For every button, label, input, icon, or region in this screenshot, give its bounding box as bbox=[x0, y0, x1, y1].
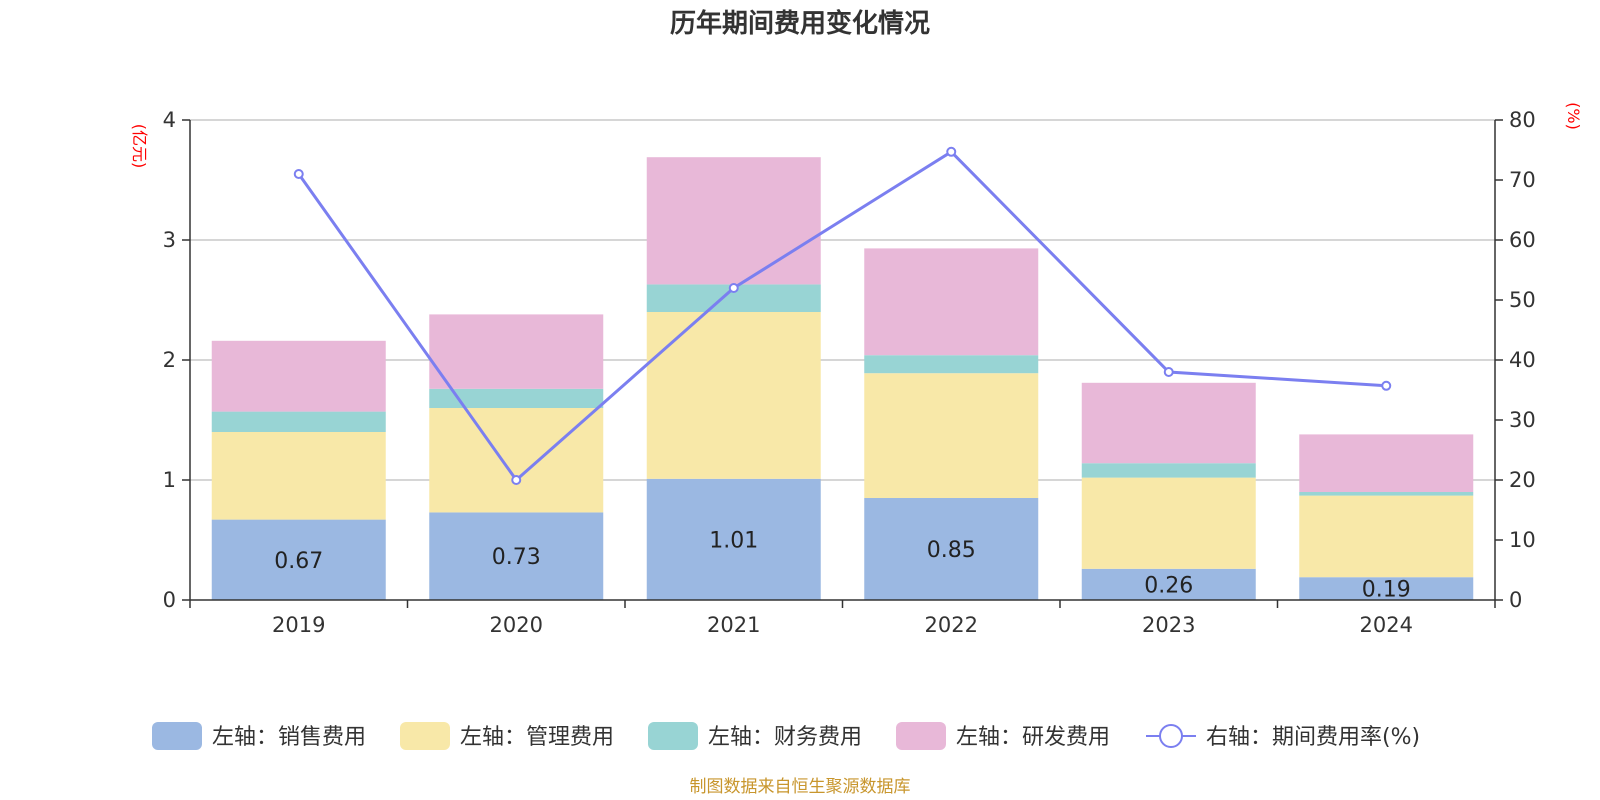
legend-label: 右轴：期间费用率(%) bbox=[1206, 725, 1420, 750]
bar-segment bbox=[1081, 382, 1256, 464]
left-tick-label: 2 bbox=[163, 348, 176, 372]
left-tick-label: 4 bbox=[163, 108, 176, 132]
bar-segment bbox=[211, 432, 386, 520]
bar-segment bbox=[864, 248, 1039, 356]
bar-segment bbox=[1299, 495, 1474, 578]
rate-point bbox=[293, 169, 304, 179]
data-label: 1.01 bbox=[709, 528, 758, 553]
rate-point bbox=[728, 283, 739, 293]
bar-segment bbox=[1299, 434, 1474, 492]
bar-segment bbox=[1081, 568, 1256, 600]
bar-segment bbox=[429, 512, 604, 600]
bar-segment bbox=[1299, 577, 1474, 600]
legend: 左轴：销售费用 左轴：管理费用 左轴：财务费用 左轴：研发费用 右轴：期间费用率(%) bbox=[152, 722, 1420, 750]
data-label: 0.26 bbox=[1144, 573, 1193, 598]
x-tick-label: 2024 bbox=[1360, 613, 1413, 637]
right-tick-label: 30 bbox=[1509, 408, 1536, 432]
legend-marker bbox=[1159, 724, 1183, 748]
bar-segment bbox=[429, 388, 604, 408]
data-label: 0.67 bbox=[274, 549, 323, 574]
left-tick-label: 0 bbox=[163, 588, 176, 612]
bar-segment bbox=[1299, 492, 1474, 496]
legend-label: 左轴：财务费用 bbox=[708, 725, 862, 750]
bar-segment bbox=[864, 498, 1039, 600]
right-axis-unit: (%) bbox=[1564, 102, 1583, 130]
legend-label: 左轴：管理费用 bbox=[460, 725, 614, 750]
x-tick-label: 2020 bbox=[490, 613, 543, 637]
x-tick-label: 2022 bbox=[925, 613, 978, 637]
right-tick-label: 70 bbox=[1509, 168, 1536, 192]
bar-segment bbox=[1081, 477, 1256, 569]
bar-segment bbox=[864, 355, 1039, 374]
rate-line-path bbox=[297, 149, 1387, 483]
x-tick-label: 2019 bbox=[272, 613, 325, 637]
right-tick-label: 80 bbox=[1509, 108, 1536, 132]
bars bbox=[211, 157, 1474, 600]
legend-swatch bbox=[152, 722, 202, 750]
bar-segment bbox=[211, 340, 386, 412]
rate-point bbox=[946, 146, 957, 157]
left-axis-unit: (亿元) bbox=[130, 124, 149, 169]
data-label: 0.73 bbox=[492, 545, 541, 570]
right-tick-label: 60 bbox=[1509, 228, 1536, 252]
data-label: 0.85 bbox=[927, 538, 976, 563]
bar-segment bbox=[429, 408, 604, 513]
left-tick-label: 1 bbox=[163, 468, 176, 492]
legend-swatch bbox=[400, 722, 450, 750]
bar-segment bbox=[864, 373, 1039, 498]
legend-swatch bbox=[896, 722, 946, 750]
x-tick-label: 2021 bbox=[707, 613, 760, 637]
bar-segment bbox=[646, 478, 821, 600]
right-tick-label: 50 bbox=[1509, 288, 1536, 312]
bar-segment bbox=[1081, 463, 1256, 478]
bar-segment bbox=[211, 519, 386, 600]
legend-swatch bbox=[648, 722, 698, 750]
right-tick-label: 0 bbox=[1509, 588, 1522, 612]
right-tick-label: 10 bbox=[1509, 528, 1536, 552]
legend-label: 左轴：研发费用 bbox=[956, 725, 1110, 750]
grid bbox=[190, 119, 1495, 481]
rate-point bbox=[1381, 380, 1392, 391]
x-tick-label: 2023 bbox=[1142, 613, 1195, 637]
bar-segment bbox=[646, 312, 821, 479]
legend-label: 左轴：销售费用 bbox=[212, 725, 366, 750]
data-label: 0.19 bbox=[1362, 578, 1411, 603]
rate-line bbox=[293, 146, 1392, 485]
rate-point bbox=[1163, 367, 1174, 377]
right-tick-label: 20 bbox=[1509, 468, 1536, 492]
bar-segment bbox=[429, 314, 604, 389]
bar-segment bbox=[211, 411, 386, 432]
rate-point bbox=[511, 475, 522, 485]
right-tick-label: 40 bbox=[1509, 348, 1536, 372]
source-note: 制图数据来自恒生聚源数据库 bbox=[690, 777, 911, 797]
left-tick-label: 3 bbox=[163, 228, 176, 252]
chart-title: 历年期间费用变化情况 bbox=[670, 8, 930, 39]
data-labels: 0.67 0.73 1.01 0.85 0.26 0.19 bbox=[274, 528, 1410, 602]
bar-segment bbox=[646, 157, 821, 285]
